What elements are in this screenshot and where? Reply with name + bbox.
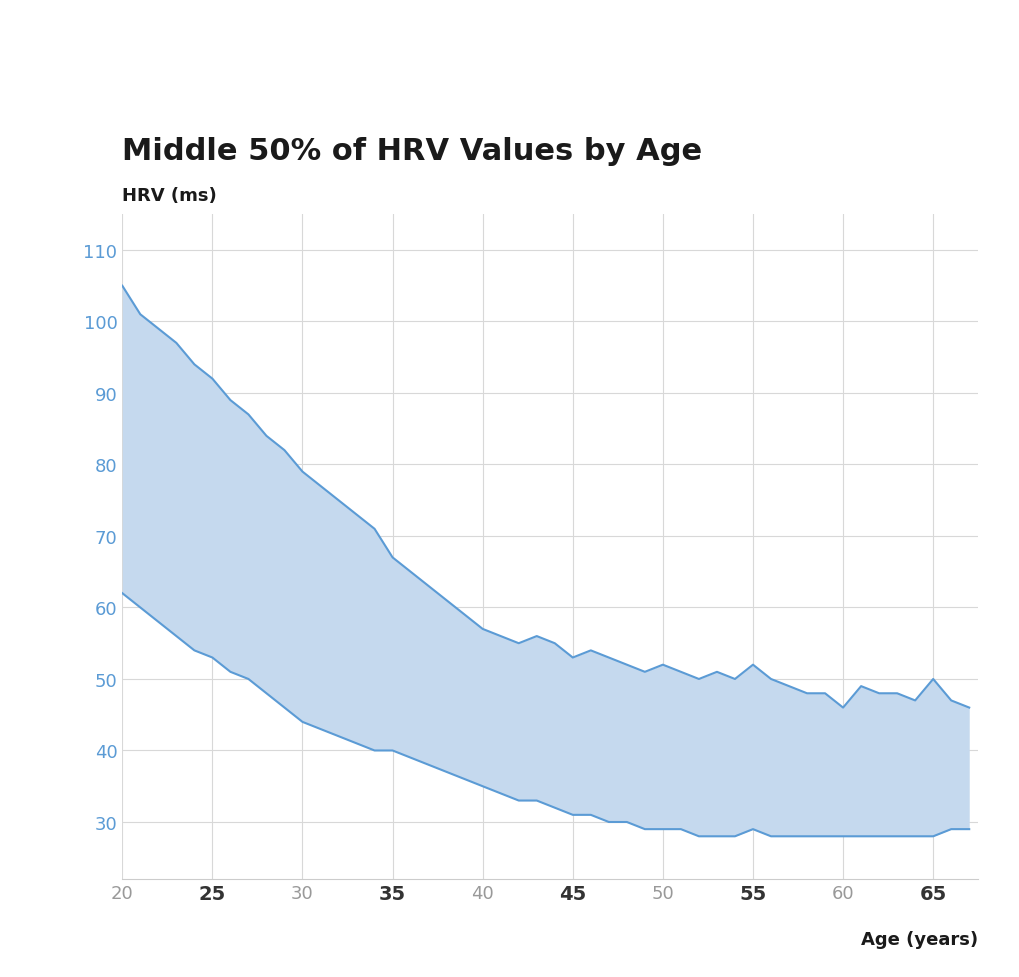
Text: HRV (ms): HRV (ms) xyxy=(122,188,217,205)
Text: Middle 50% of HRV Values by Age: Middle 50% of HRV Values by Age xyxy=(122,137,702,166)
Text: Age (years): Age (years) xyxy=(861,930,978,948)
